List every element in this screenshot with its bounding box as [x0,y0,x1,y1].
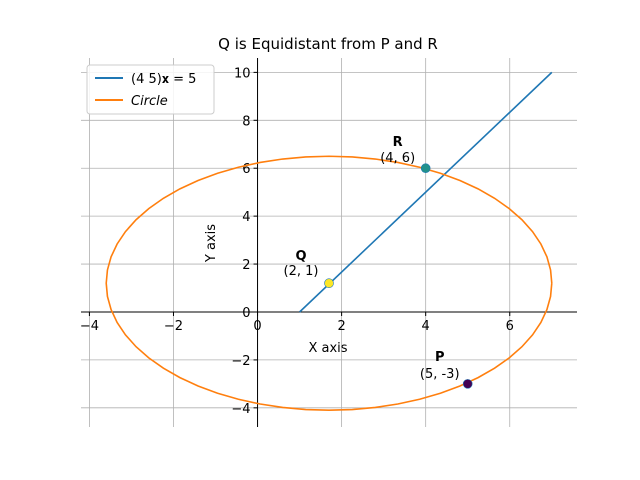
legend-label-circle: Circle [131,94,168,109]
y-axis-label: Y axis [204,224,219,263]
x-tick-label: −4 [80,319,99,334]
point-markers [324,163,473,389]
point-q-label: Q [295,249,306,264]
y-tick-label: −4 [231,402,250,417]
y-tick-label: 10 [234,66,251,81]
legend: (4 5)𝐱 = 5 Circle [86,64,215,115]
x-tick-label: 0 [253,319,261,334]
point-r-label: R [393,135,403,150]
x-tick-label: 6 [506,319,514,334]
point-p-label: P [435,350,445,365]
x-tick-label: −2 [164,319,183,334]
point-p-marker [462,379,473,389]
point-q-marker [324,278,334,289]
axis-spines [81,58,577,427]
legend-label-line: (4 5)𝐱 = 5 [131,72,196,87]
tick-labels: −4 −2 0 2 4 6 −4 −2 0 2 4 6 8 10 [80,66,514,416]
point-q-coords: (2, 1) [284,264,319,279]
point-p-coords: (5, -3) [420,367,460,382]
y-tick-label: 6 [242,162,250,177]
x-tick-label: 2 [337,319,345,334]
x-axis-label: X axis [308,341,347,356]
grid [81,58,577,427]
chart-title: Q is Equidistant from P and R [218,35,438,53]
y-tick-label: 2 [242,258,250,273]
annotations: P (5, -3) R(4, 6) Q(2, 1) [284,135,460,382]
x-tick-label: 4 [422,319,430,334]
point-r-coords: (4, 6) [380,151,415,166]
point-r-marker [420,163,431,174]
y-tick-label: 0 [242,306,250,321]
series-circle [105,155,553,412]
y-tick-label: −2 [231,354,250,369]
y-tick-label: 8 [242,114,250,129]
series [105,71,553,412]
y-tick-label: 4 [242,210,250,225]
series-line [299,71,553,313]
